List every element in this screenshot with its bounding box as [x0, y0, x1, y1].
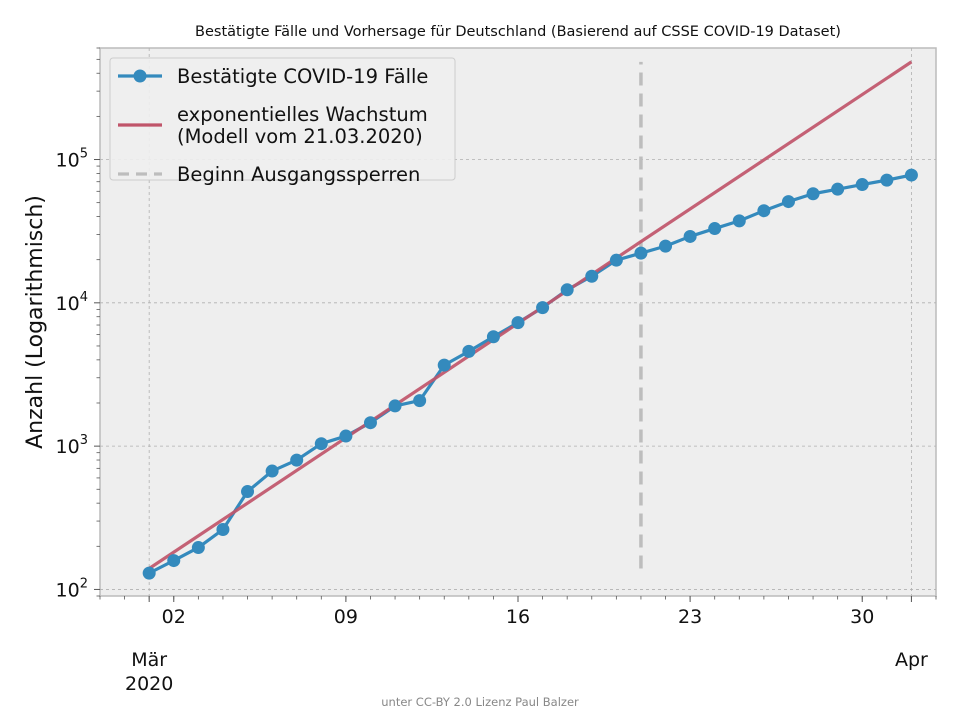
chart-title: Bestätigte Fälle und Vorhersage für Deut…: [195, 24, 841, 40]
x-tick-label: 23: [678, 606, 702, 628]
confirmed-case-point: [831, 182, 845, 196]
confirmed-case-point: [536, 301, 550, 315]
confirmed-case-point: [363, 416, 377, 430]
confirmed-case-point: [560, 283, 574, 297]
confirmed-case-point: [781, 195, 795, 209]
confirmed-case-point: [585, 269, 599, 283]
legend-box: [109, 57, 456, 181]
confirmed-case-point: [437, 358, 451, 372]
y-axis-label: Anzahl (Logarithmisch): [23, 195, 48, 449]
y-tick-label: 105: [56, 147, 88, 172]
legend-marker: [133, 69, 147, 83]
confirmed-case-point: [216, 522, 230, 536]
confirmed-case-point: [265, 464, 279, 478]
confirmed-case-point: [388, 399, 402, 413]
confirmed-case-point: [708, 222, 722, 236]
legend-label: exponentielles Wachstum (Modell vom 21.03…: [177, 103, 428, 148]
confirmed-case-point: [855, 178, 869, 192]
x-month-label: Apr: [895, 649, 928, 671]
legend-label: Beginn Ausgangssperren: [177, 163, 420, 186]
confirmed-case-point: [880, 173, 894, 187]
confirmed-case-point: [462, 344, 476, 358]
x-tick-label: 09: [334, 606, 358, 628]
legend-label: Bestätigte COVID-19 Fälle: [177, 65, 428, 88]
series-layer: [142, 60, 918, 580]
x-tick-label: 30: [850, 606, 874, 628]
confirmed-case-point: [659, 239, 673, 253]
y-tick-label: 102: [56, 576, 88, 601]
x-tick-label: 16: [506, 606, 530, 628]
y-tick-label: 104: [56, 290, 88, 315]
confirmed-case-point: [634, 246, 648, 260]
confirmed-case-point: [339, 429, 353, 443]
confirmed-case-point: [486, 330, 500, 344]
x-tick-label: 02: [162, 606, 186, 628]
y-tick-label: 103: [56, 433, 88, 458]
legend: Bestätigte COVID-19 Fälle exponentielles …: [109, 57, 456, 186]
x-year-label: 2020: [125, 673, 173, 695]
confirmed-case-point: [904, 168, 918, 182]
confirmed-case-point: [757, 204, 771, 218]
confirmed-case-point: [511, 316, 525, 330]
exponential-model-line: [148, 60, 913, 570]
confirmed-case-point: [732, 214, 746, 228]
confirmed-case-point: [314, 437, 328, 451]
confirmed-case-point: [290, 453, 304, 467]
confirmed-case-point: [806, 187, 820, 201]
confirmed-case-point: [683, 229, 697, 243]
footer-credit: unter CC-BY 2.0 Lizenz Paul Balzer: [381, 695, 579, 709]
confirmed-case-point: [167, 554, 181, 568]
confirmed-case-point: [413, 394, 427, 408]
confirmed-case-point: [609, 253, 623, 267]
confirmed-case-point: [241, 485, 255, 499]
confirmed-case-point: [142, 566, 156, 580]
x-month-label: Mär: [131, 649, 167, 671]
confirmed-case-point: [191, 541, 205, 555]
y-axis: 102 103 104 105: [56, 47, 100, 601]
